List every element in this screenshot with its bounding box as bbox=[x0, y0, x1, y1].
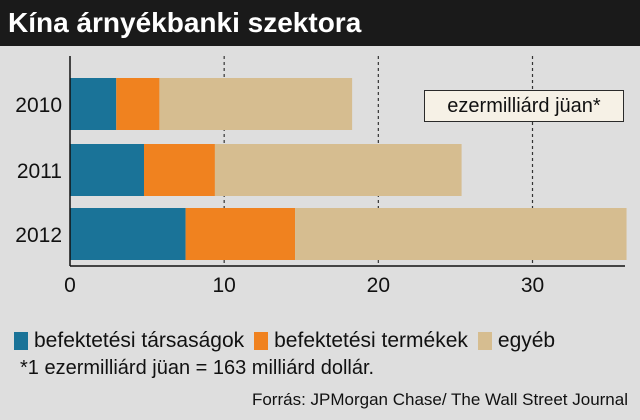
bar-2010-series-2 bbox=[159, 78, 353, 130]
bar-2010-series-0 bbox=[70, 78, 117, 130]
legend-swatch-1 bbox=[254, 332, 269, 350]
bar-layer bbox=[70, 78, 627, 260]
legend-item-2: egyéb bbox=[477, 329, 556, 353]
bar-2011-series-1 bbox=[144, 144, 215, 196]
axis-layer: 2010 2011 2012 0 10 20 30 bbox=[15, 56, 625, 297]
bar-2011-series-2 bbox=[214, 144, 462, 196]
legend-swatch-0 bbox=[14, 332, 28, 350]
bar-2012-series-2 bbox=[295, 208, 627, 260]
source-credit: Forrás: JPMorgan Chase/ The Wall Street … bbox=[251, 390, 628, 409]
legend-swatch-2 bbox=[477, 332, 492, 350]
x-tick-label-1: 10 bbox=[212, 274, 235, 297]
bar-2010-series-1 bbox=[116, 78, 160, 130]
legend-label-2: egyéb bbox=[497, 329, 556, 352]
x-tick-label-2: 20 bbox=[367, 274, 390, 297]
bar-2012-series-0 bbox=[70, 208, 186, 260]
chart-plot: 2010 2011 2012 0 10 20 30 bbox=[15, 56, 627, 297]
unit-label: ezermilliárd jüan* bbox=[424, 90, 624, 122]
conversion-note: *1 ezermilliárd jüan = 163 milliárd doll… bbox=[20, 357, 375, 379]
bar-2012-series-1 bbox=[185, 208, 296, 260]
x-tick-label-0: 0 bbox=[64, 274, 76, 297]
legend: befektetési társaságok befektetési termé… bbox=[14, 326, 565, 356]
bar-2011-series-0 bbox=[70, 144, 144, 196]
category-label-1: 2011 bbox=[17, 160, 62, 183]
x-tick-label-3: 30 bbox=[521, 274, 544, 297]
legend-item-1: befektetési termékek bbox=[254, 329, 468, 353]
legend-label-1: befektetési termékek bbox=[274, 329, 468, 352]
legend-item-0: befektetési társaságok bbox=[14, 329, 244, 353]
chart-title: Kína árnyékbanki szektora bbox=[0, 0, 640, 46]
category-label-2: 2012 bbox=[15, 224, 62, 247]
legend-label-0: befektetési társaságok bbox=[34, 329, 245, 352]
category-label-0: 2010 bbox=[15, 94, 62, 117]
